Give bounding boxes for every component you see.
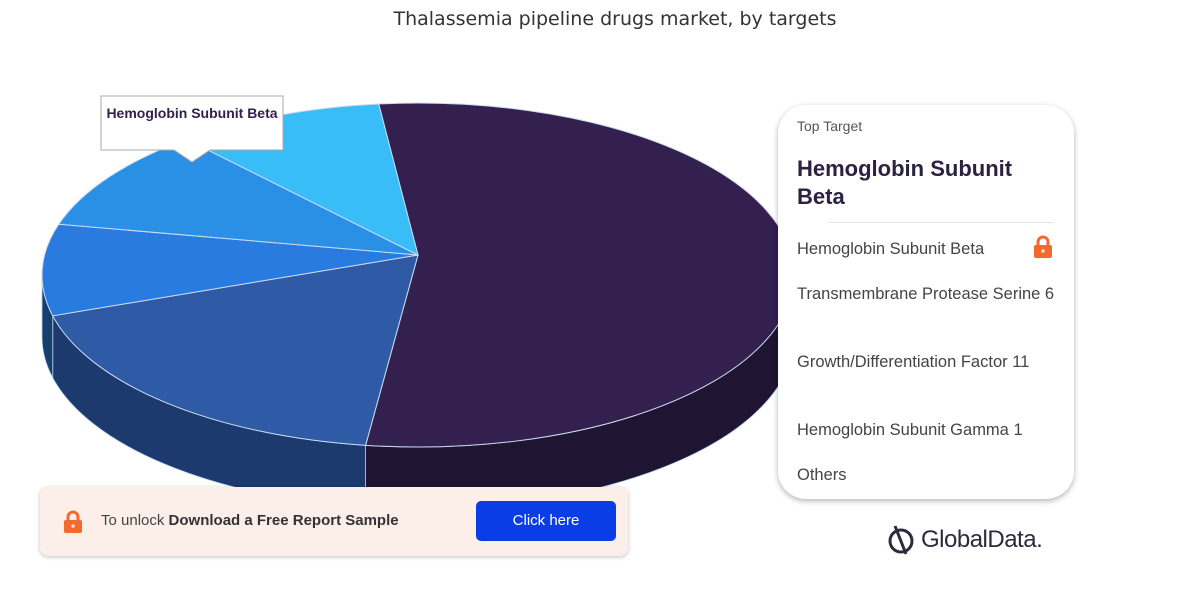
legend-item: Growth/Differentiation Factor 11 — [797, 353, 1030, 371]
lock-icon — [64, 510, 82, 533]
brand-name: GlobalData. — [921, 526, 1043, 553]
top-target-card: Top Target Hemoglobin Subunit Beta Hemog… — [778, 105, 1074, 499]
unlock-bold: Download a Free Report Sample — [168, 512, 399, 529]
pie-slice — [364, 102, 778, 448]
legend-item: Hemoglobin Subunit Beta — [797, 240, 985, 258]
callout-label: Hemoglobin Subunit Beta — [106, 105, 278, 121]
legend-item: Others — [797, 466, 847, 484]
pie-callout: Hemoglobin Subunit Beta — [100, 95, 284, 163]
unlock-prefix: To unlock — [101, 512, 169, 529]
unlock-text: To unlock Download a Free Report Sample — [101, 512, 399, 529]
globaldata-logo-icon — [888, 525, 914, 555]
globaldata-logo: GlobalData. — [886, 524, 1043, 556]
legend-item: Transmembrane Protease Serine 6 — [797, 285, 1055, 303]
legend-item: Hemoglobin Subunit Gamma 1 — [797, 421, 1023, 439]
top-target-label: Top Target — [797, 118, 863, 134]
pie-slice — [51, 254, 419, 446]
lock-icon — [1034, 235, 1052, 258]
click-here-button[interactable]: Click here — [476, 501, 616, 541]
divider — [828, 222, 1054, 223]
unlock-banner: To unlock Download a Free Report Sample … — [40, 487, 628, 556]
chart-title: Thalassemia pipeline drugs market, by ta… — [393, 8, 837, 30]
top-target-value: Hemoglobin Subunit Beta — [797, 156, 1013, 209]
